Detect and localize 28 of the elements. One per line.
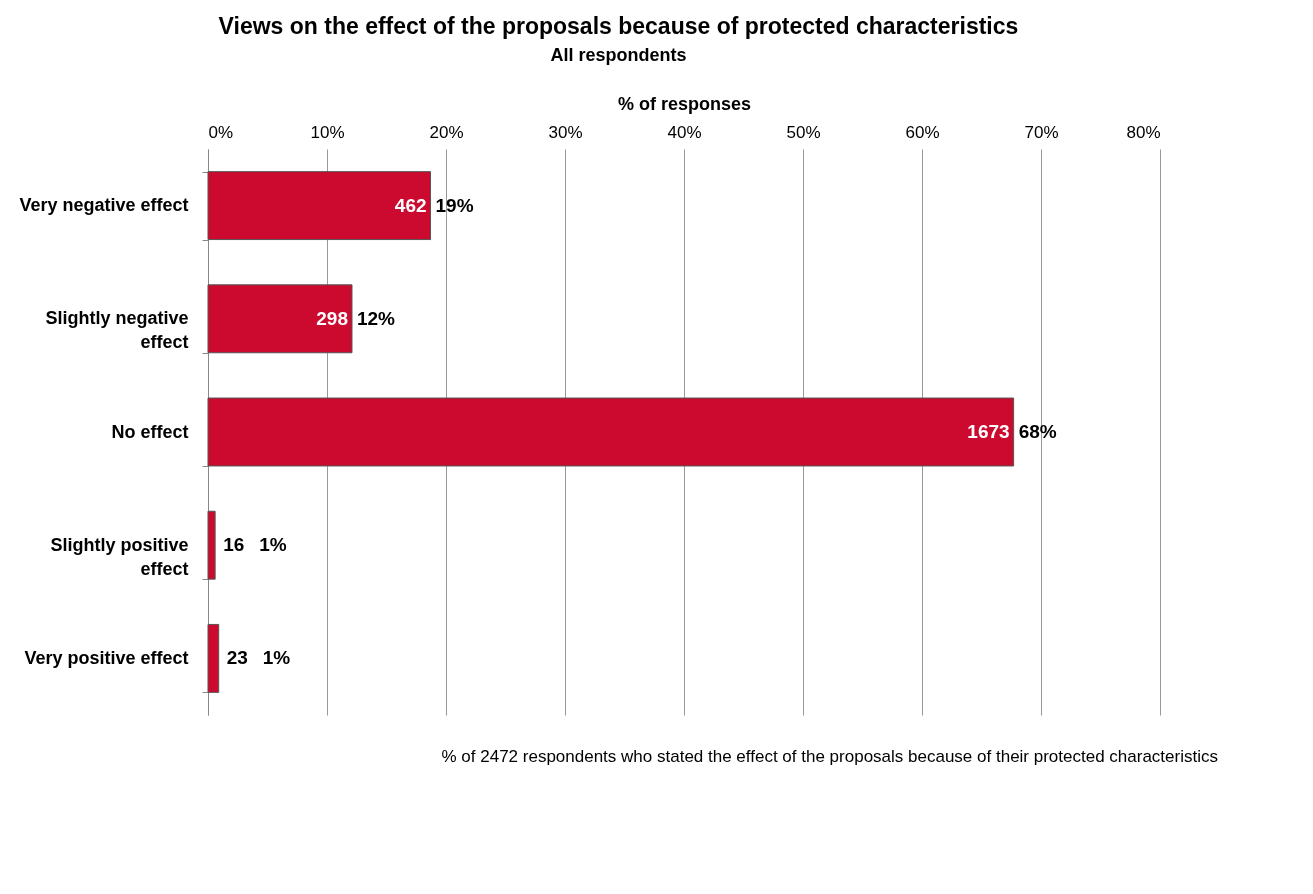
x-tick-label: 0%: [208, 122, 234, 142]
x-tick-label: 70%: [1024, 122, 1059, 142]
annotation: 16: [223, 534, 245, 556]
x-tick-label: 30%: [548, 122, 583, 142]
annotation: 298: [316, 307, 348, 329]
data-label: 12%: [356, 307, 396, 329]
y-tick-label: No effect: [111, 421, 189, 442]
x-tick-label: 40%: [667, 122, 702, 142]
annotation: 462: [394, 194, 427, 216]
text: % of 2472 respondents who stated the effect of the proposals because of their protected characteristics: [441, 747, 1218, 766]
x-tick-label: 60%: [905, 122, 940, 142]
y-tick-label: Very negative effect: [19, 195, 189, 216]
annotation: 23: [226, 647, 248, 669]
data-label: 19%: [435, 194, 474, 216]
x-tick-label: 20%: [429, 122, 464, 142]
y-tick-label: Slightly positive effect: [50, 534, 189, 579]
data-label: 1%: [259, 534, 287, 556]
x-tick-label: 10%: [310, 122, 345, 142]
data-label: 1%: [262, 647, 291, 669]
chart-title: Views on the effect of the proposals because of protected characteristics: [218, 13, 1019, 39]
y-tick-label: Very positive effect: [24, 647, 189, 668]
x-tick-label: 80%: [1126, 122, 1161, 142]
y-tick-label: Slightly negative effect: [45, 308, 189, 353]
chart-subtitle: All respondents: [550, 45, 687, 65]
annotation: 1673: [967, 421, 1010, 442]
data-label: 68%: [1018, 421, 1057, 442]
x-tick-label: 50%: [786, 122, 821, 142]
x-axis-title: % of responses: [617, 93, 752, 114]
